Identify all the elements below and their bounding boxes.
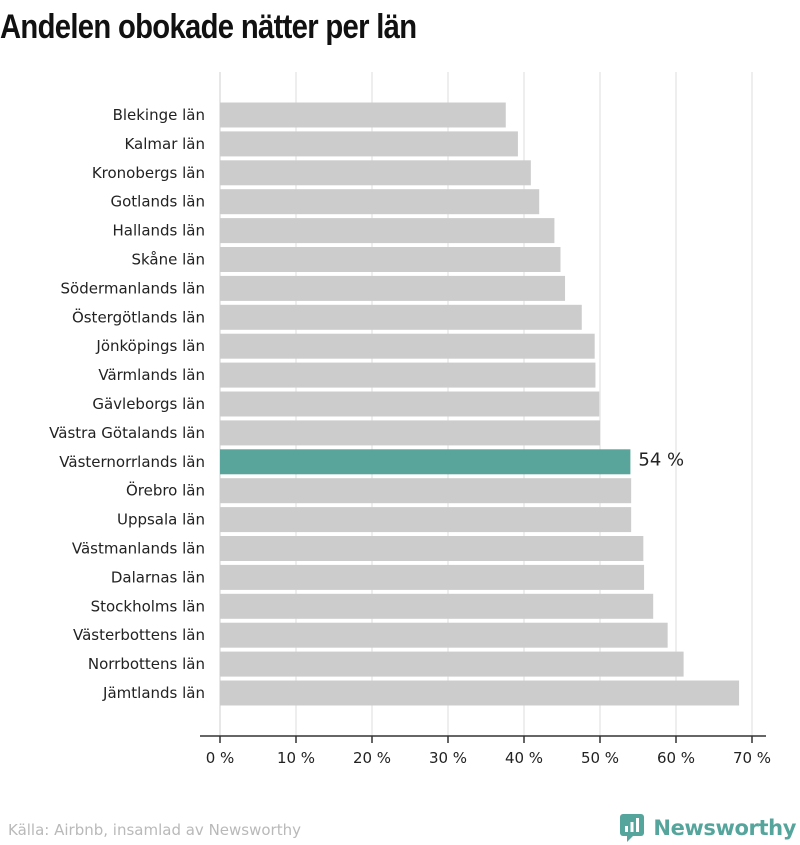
bars [220,102,740,706]
category-label: Jönköpings län [95,337,205,355]
category-label: Västernorrlands län [59,453,205,471]
category-label: Västra Götalands län [49,424,205,442]
category-label: Norrbottens län [88,655,205,673]
bar [220,275,566,301]
bar [220,189,540,215]
bar [220,593,654,619]
category-label: Gävleborgs län [92,395,205,413]
highlight-value-label: 54 % [638,449,684,470]
category-label: Uppsala län [117,511,205,529]
bar [220,131,518,157]
chart-title: Andelen obokade nätter per län [0,8,417,46]
bar [220,564,645,590]
bar [220,536,644,561]
bar [220,362,596,388]
category-label: Värmlands län [98,366,205,384]
bar [220,391,600,417]
category-label: Kronobergs län [92,164,205,182]
bar [220,333,595,359]
bar [220,478,632,504]
category-label: Kalmar län [124,135,205,153]
x-tick-label: 70 % [733,749,771,767]
bar [220,680,740,706]
category-label: Hallands län [113,222,205,240]
category-label: Östergötlands län [72,307,205,326]
bar [220,304,582,330]
bar [220,247,561,272]
source-note: Källa: Airbnb, insamlad av Newsworthy [8,821,301,839]
category-label: Södermanlands län [61,279,206,297]
x-tick-label: 0 % [206,749,235,767]
category-label: Västerbottens län [73,626,205,644]
category-label: Jämtlands län [102,684,205,702]
x-axis: 0 % 10 % 20 % 30 % 40 % 50 % 60 % 70 % [200,735,771,767]
bar [220,218,555,244]
category-label: Skåne län [131,251,205,269]
highlight-bar [220,449,631,475]
x-tick-label: 30 % [429,749,467,767]
bar [220,420,600,446]
x-tick-label: 50 % [581,749,619,767]
bar [220,651,684,677]
x-tick-label: 20 % [353,749,391,767]
bar [220,507,632,533]
category-label: Stockholms län [91,597,205,615]
category-label: Västmanlands län [72,540,205,558]
bar-chart: Blekinge län Kalmar län Kronobergs län Gotl… [49,72,771,767]
brand-name: Newsworthy [653,816,796,840]
x-tick-label: 40 % [505,749,543,767]
category-label: Dalarnas län [111,568,205,586]
category-labels: Blekinge län Kalmar län Kronobergs län Gotl… [49,106,684,702]
category-label: Gotlands län [110,193,205,211]
x-tick-label: 60 % [657,749,695,767]
bar [220,102,506,128]
bar [220,160,531,186]
newsworthy-chart-bubble-icon [620,814,645,842]
category-label: Blekinge län [113,106,205,124]
bar [220,622,668,648]
brand-logo-group: Newsworthy [619,813,796,843]
category-label: Örebro län [126,481,205,500]
x-tick-label: 10 % [277,749,315,767]
